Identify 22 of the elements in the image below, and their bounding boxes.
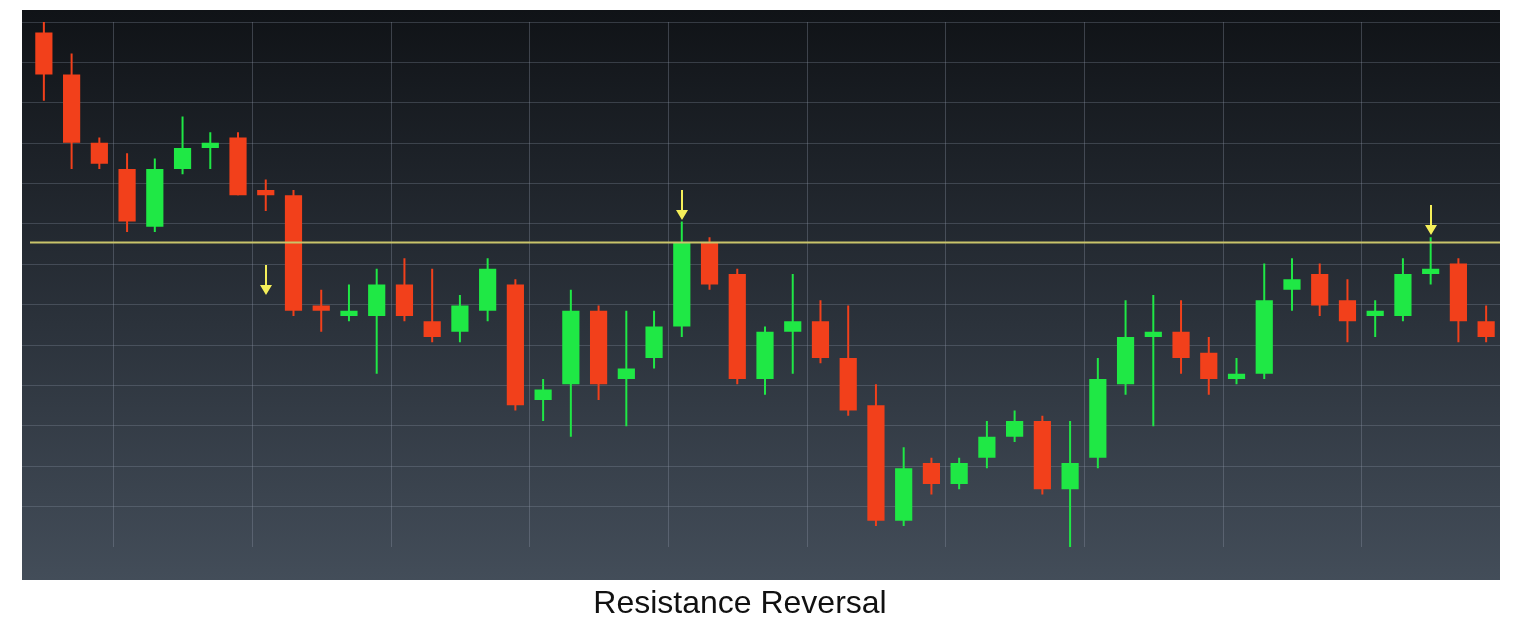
candlestick xyxy=(950,456,968,491)
candlestick xyxy=(90,136,108,170)
candlestick xyxy=(173,115,192,176)
candlestick xyxy=(617,309,635,428)
candlestick xyxy=(1422,236,1440,286)
candlestick xyxy=(312,288,330,333)
candlestick xyxy=(1338,278,1357,344)
candlestick xyxy=(340,283,358,323)
text: Resistance Reversal xyxy=(592,584,888,621)
candlestick xyxy=(1477,304,1495,344)
candlestick xyxy=(1144,294,1162,428)
candlestick xyxy=(257,178,275,212)
candlestick xyxy=(201,131,219,170)
candlestick xyxy=(1227,357,1246,386)
candlestick xyxy=(922,456,941,496)
candlestick xyxy=(784,273,802,375)
candlestick xyxy=(1366,299,1384,338)
candlestick xyxy=(978,420,996,470)
candlestick xyxy=(423,267,441,344)
candlestick xyxy=(534,378,552,422)
candlestick xyxy=(1006,409,1024,443)
candlestick xyxy=(1283,257,1301,312)
